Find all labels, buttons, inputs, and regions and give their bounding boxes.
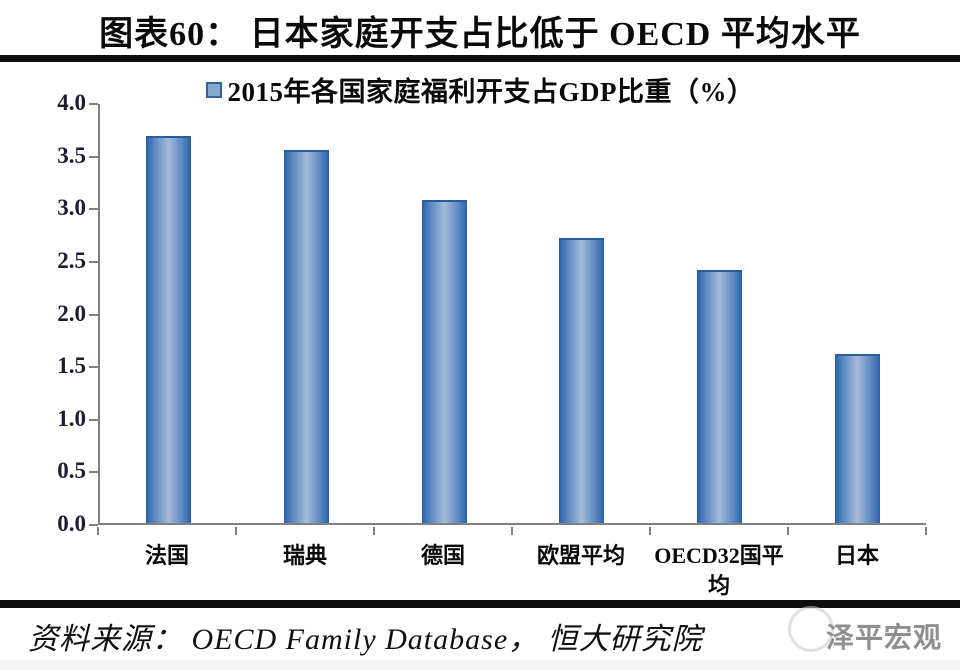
footer-divider-rule [0, 600, 960, 608]
legend-label: 2015年各国家庭福利开支占GDP比重（%） [227, 77, 755, 107]
page-title: 图表60： 日本家庭开支占比低于 OECD 平均水平 [99, 16, 861, 53]
y-axis-tick-mark [89, 103, 98, 105]
chart-legend: 2015年各国家庭福利开支占GDP比重（%） [0, 70, 960, 109]
y-axis-tick-label: 0.0 [57, 511, 86, 536]
watermark-logo-icon [788, 606, 834, 652]
y-axis-tick-label: 3.0 [57, 195, 86, 221]
x-axis-tick-mark [787, 527, 789, 535]
bar-column [513, 104, 651, 523]
bar [834, 353, 880, 523]
bar [559, 237, 605, 523]
y-axis-tick-mark [89, 418, 98, 421]
bar-series [100, 104, 926, 523]
bar-column [100, 104, 238, 523]
y-axis-tick-label: 2.0 [57, 300, 86, 326]
x-axis-tick-mark [649, 527, 651, 535]
bar-column [788, 104, 926, 523]
y-axis-tick-mark [89, 313, 98, 316]
watermark-text: 泽平宏观 [826, 623, 943, 654]
y-axis-tick-mark [89, 208, 98, 211]
y-axis-tick-mark [89, 366, 98, 369]
x-axis-category-label: 欧盟平均 [536, 543, 625, 568]
bar-column [238, 104, 376, 523]
x-axis-tick-mark [925, 527, 927, 535]
x-axis-category-label: 日本 [834, 543, 879, 568]
y-axis-tick-label: 0.5 [57, 458, 86, 484]
footer-strip [0, 660, 960, 670]
bar [146, 135, 192, 523]
x-axis-tick-mark [511, 527, 513, 535]
x-axis-tick-mark [373, 527, 375, 535]
y-axis-tick-label: 4.0 [57, 90, 86, 115]
source-note: 资料来源： OECD Family Database， 恒大研究院 [28, 623, 703, 656]
y-axis-tick-label: 1.0 [57, 405, 86, 431]
y-axis-tick-label: 1.5 [57, 353, 86, 379]
bar [421, 199, 467, 523]
plot-area [98, 104, 926, 525]
x-axis-tick-mark [235, 527, 237, 535]
y-axis-tick-mark [89, 260, 98, 263]
x-axis-category-label: OECD32国平均 [654, 543, 784, 598]
x-axis-category-label: 瑞典 [282, 543, 327, 568]
bar-column [375, 104, 513, 523]
x-axis-category-label: 法国 [144, 543, 189, 568]
bar [284, 150, 329, 523]
y-axis-tick-label: 3.5 [57, 142, 86, 168]
y-axis-tick-mark [89, 524, 98, 526]
y-axis-tick-mark [89, 155, 98, 158]
y-axis-tick-mark [89, 471, 98, 474]
title-divider-rule [0, 55, 960, 62]
legend-swatch-icon [205, 81, 222, 98]
bar-column [651, 104, 789, 523]
x-axis-category-label: 德国 [420, 543, 465, 568]
y-axis-tick-label: 2.5 [57, 247, 86, 273]
bar [697, 270, 743, 523]
x-axis-tick-mark [97, 527, 99, 535]
